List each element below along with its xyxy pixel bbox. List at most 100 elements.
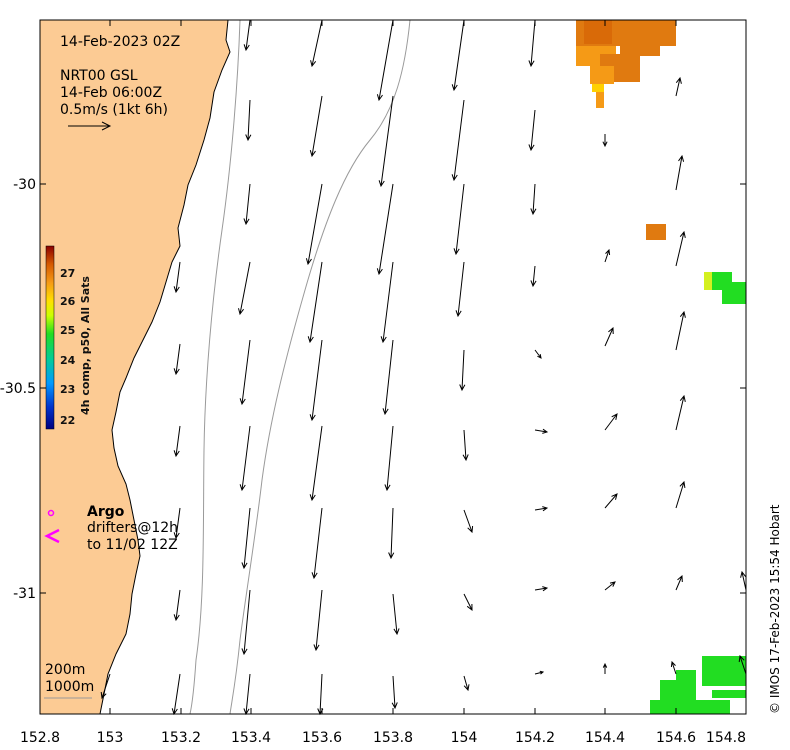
- y-tick-label: -30: [13, 177, 36, 193]
- product-name: NRT00 GSL: [60, 68, 138, 84]
- coastline-land: [39, 19, 231, 715]
- current-vector: [528, 19, 536, 68]
- isobath-1000m: [229, 19, 411, 715]
- current-vector: [243, 183, 251, 226]
- colorbar-tick: 23: [60, 383, 75, 396]
- x-tick-label: 154.8: [706, 730, 746, 746]
- current-vector: [309, 425, 323, 502]
- current-vector: [463, 675, 470, 692]
- current-vector: [376, 19, 394, 102]
- x-tick-label: 153: [97, 730, 124, 746]
- current-vector: [675, 480, 686, 509]
- current-vector: [451, 19, 465, 92]
- argo-float-icon: [47, 509, 55, 517]
- x-tick-label: 154.4: [585, 730, 625, 746]
- isobath-200m: [189, 19, 241, 715]
- x-tick-label: 154.2: [515, 730, 555, 746]
- current-vector: [604, 493, 618, 509]
- colorbar-tick: 26: [60, 295, 76, 308]
- map-date-title: 14-Feb-2023 02Z: [60, 34, 181, 50]
- colorbar-tick: 24: [60, 354, 76, 367]
- current-vector: [738, 654, 747, 675]
- current-vector: [388, 507, 395, 560]
- colorbar-tick: 25: [60, 324, 75, 337]
- current-vector: [310, 19, 323, 68]
- current-vector: [455, 261, 465, 318]
- x-tick-label: 154: [451, 730, 478, 746]
- current-vector: [604, 248, 611, 263]
- current-vector: [100, 673, 111, 700]
- current-vector: [239, 425, 251, 492]
- current-vector: [675, 394, 686, 431]
- current-vector: [173, 425, 181, 458]
- x-axis-labels: 152.8 153 153.2 153.4 153.6 153.8 154 15…: [20, 730, 746, 746]
- current-vector: [309, 339, 323, 422]
- axis-ticks: [39, 20, 747, 714]
- current-vector: [740, 570, 747, 591]
- current-vector: [245, 99, 252, 142]
- colorbar-tick: 22: [60, 414, 75, 427]
- x-tick-label: 152.8: [20, 730, 60, 746]
- current-vector: [675, 230, 686, 267]
- current-vector: [530, 183, 537, 216]
- current-vector: [392, 593, 400, 636]
- current-vector: [241, 589, 251, 656]
- current-vector: [173, 507, 181, 540]
- sst-pixel: [650, 700, 730, 714]
- x-tick-label: 153.2: [161, 730, 201, 746]
- x-tick-label: 153.4: [231, 730, 271, 746]
- current-vector: [534, 506, 549, 512]
- sst-pixel: [646, 224, 666, 240]
- sst-pixel: [722, 282, 746, 304]
- sst-pixel: [676, 670, 696, 686]
- current-vector: [534, 428, 549, 434]
- current-vector: [462, 429, 469, 462]
- current-vector: [173, 589, 181, 622]
- current-vector: [675, 76, 682, 97]
- x-tick-label: 153.8: [373, 730, 413, 746]
- current-vector: [604, 413, 618, 431]
- scale-label: 0.5m/s (1kt 6h): [60, 102, 169, 118]
- current-vector: [384, 425, 394, 492]
- current-vector: [311, 507, 323, 580]
- sst-pixel: [596, 92, 604, 108]
- current-vector: [463, 509, 474, 534]
- current-vector: [173, 343, 181, 376]
- current-vector: [459, 349, 466, 392]
- sst-pixel: [584, 20, 612, 44]
- current-vector: [530, 265, 537, 288]
- sst-pixel: [620, 44, 660, 56]
- current-vector: [313, 589, 323, 652]
- colorbar-title: 4h comp, p50, All Sats: [79, 276, 92, 415]
- colorbar-gradient: [45, 245, 55, 430]
- current-vector: [604, 326, 614, 347]
- current-vector: [602, 134, 608, 148]
- colorbar-tick: 27: [60, 267, 75, 280]
- current-vector: [534, 670, 545, 675]
- argo-legend-label: Argo: [87, 504, 125, 520]
- x-tick-label: 154.6: [656, 730, 696, 746]
- sst-pixels: [576, 20, 746, 714]
- current-vector: [534, 586, 549, 592]
- y-tick-label: -30.5: [0, 381, 36, 397]
- current-vector: [241, 507, 251, 570]
- sst-colorbar: 27 26 25 24 23 22 4h comp, p50, All Sats: [45, 245, 92, 430]
- current-vector: [238, 261, 251, 316]
- y-axis-labels: -30 -30.5 -31: [0, 177, 36, 602]
- y-tick-label: -31: [13, 586, 36, 602]
- credit-text: © IMOS 17-Feb-2023 15:54 Hobart: [768, 504, 782, 714]
- current-vector: [305, 183, 323, 266]
- current-vector: [670, 660, 677, 675]
- isobath-label-1000m: 1000m: [45, 679, 95, 695]
- current-vector: [380, 261, 394, 344]
- current-vector: [378, 95, 394, 188]
- current-vector: [309, 95, 323, 158]
- current-vector: [382, 339, 394, 416]
- scale-arrow: [68, 121, 112, 131]
- current-vector: [534, 349, 542, 359]
- current-vector: [376, 183, 394, 276]
- sst-pixel: [712, 690, 746, 698]
- drifters-legend-label: drifters@12h: [87, 520, 179, 536]
- current-vector: [453, 183, 465, 256]
